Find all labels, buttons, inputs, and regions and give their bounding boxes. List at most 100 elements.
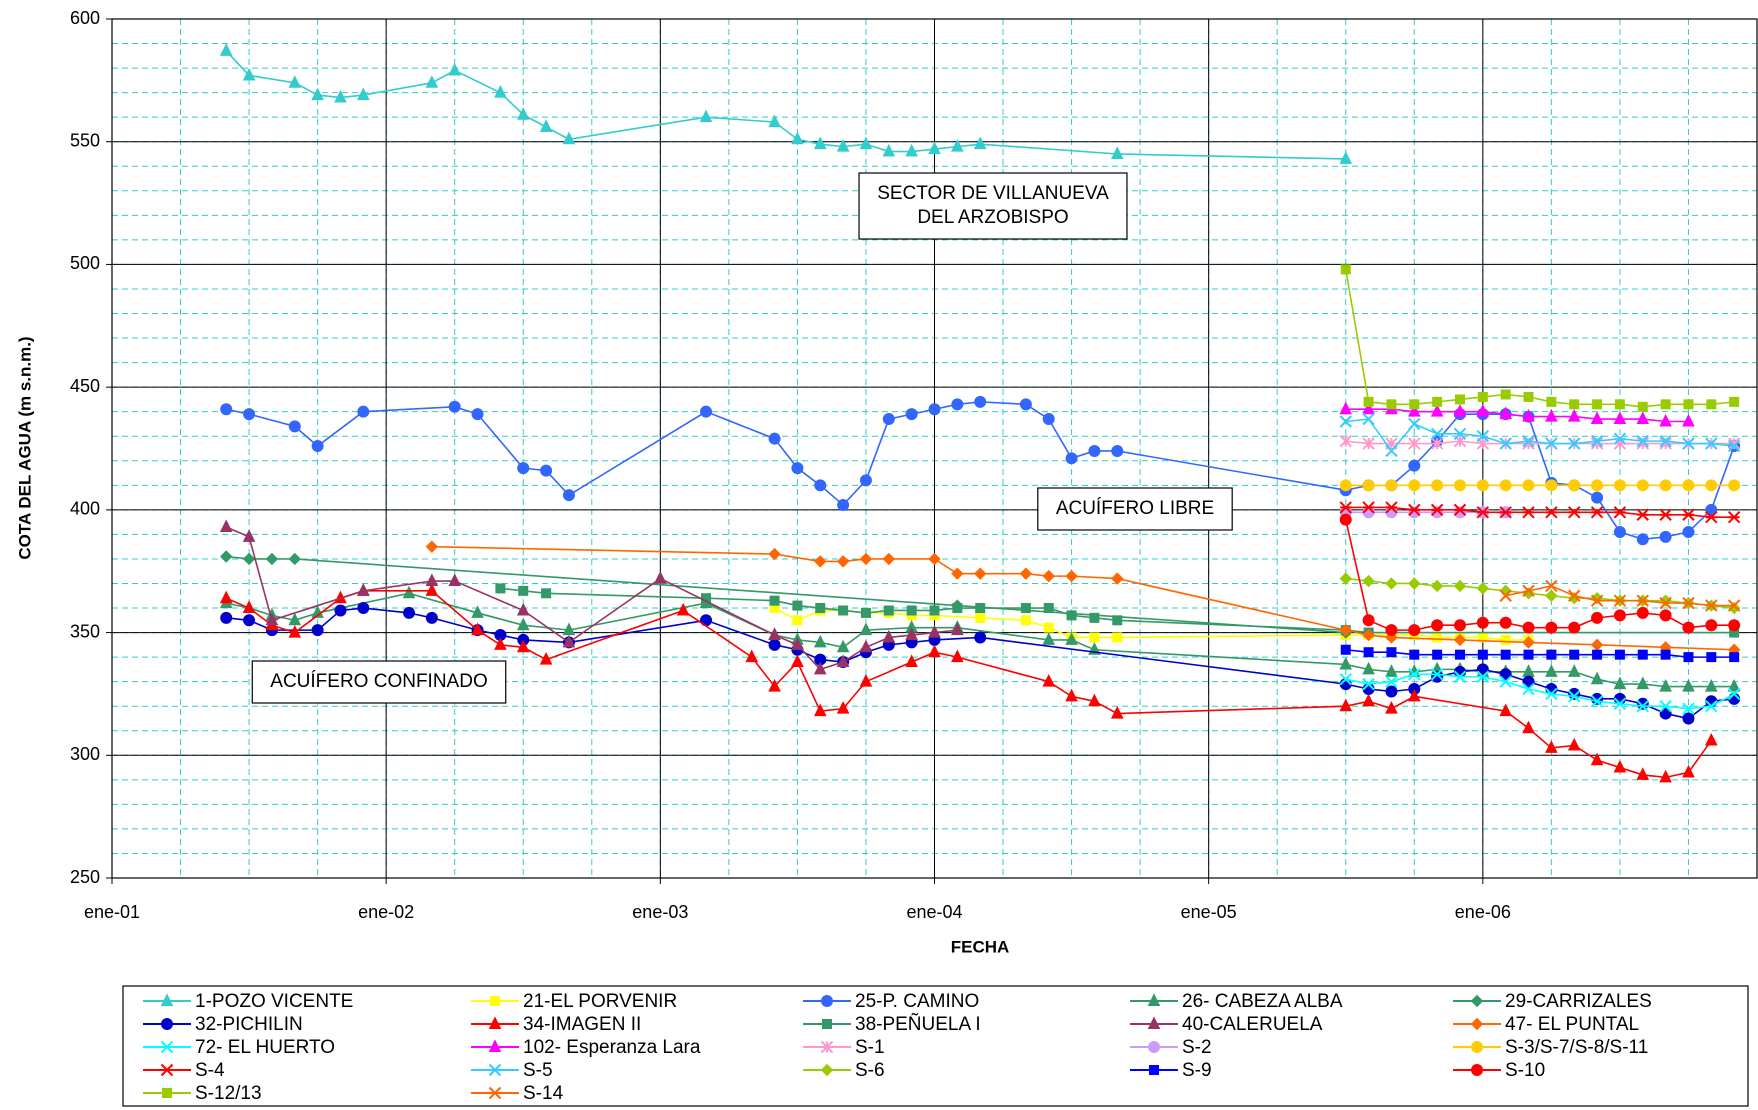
point xyxy=(1682,702,1695,715)
point xyxy=(1476,663,1489,676)
point xyxy=(1522,479,1535,492)
legend-marker xyxy=(488,1039,502,1052)
point xyxy=(815,603,826,614)
point xyxy=(1111,572,1124,585)
point xyxy=(1706,399,1717,410)
point xyxy=(699,109,713,123)
point xyxy=(425,75,439,88)
point xyxy=(1659,434,1672,448)
point xyxy=(1499,668,1512,681)
annotation-text: ACUÍFERO CONFINADO xyxy=(270,671,487,692)
series-line xyxy=(1345,418,1735,453)
point xyxy=(1453,427,1467,440)
x-tick-label: ene-06 xyxy=(1455,902,1511,922)
point xyxy=(768,547,781,561)
point xyxy=(219,590,233,604)
point xyxy=(792,600,803,611)
series xyxy=(1499,579,1741,612)
point xyxy=(768,678,781,692)
point xyxy=(448,400,461,413)
series xyxy=(219,43,1353,164)
point xyxy=(1407,404,1421,417)
series xyxy=(1339,412,1741,458)
point xyxy=(242,67,256,81)
point xyxy=(243,408,256,421)
x-tick-label: ene-01 xyxy=(84,902,140,922)
point xyxy=(1408,459,1421,472)
point xyxy=(516,107,530,120)
point xyxy=(1523,649,1534,660)
point xyxy=(1386,647,1397,658)
point xyxy=(540,464,553,477)
legend-marker xyxy=(160,993,174,1006)
point xyxy=(1545,664,1558,677)
point xyxy=(1727,599,1741,612)
point xyxy=(1500,634,1511,645)
point xyxy=(928,644,941,658)
series xyxy=(1339,572,1741,615)
point xyxy=(1476,479,1489,492)
point xyxy=(974,631,987,644)
point xyxy=(1362,628,1375,642)
point xyxy=(1453,503,1467,517)
point xyxy=(1385,701,1398,714)
point xyxy=(882,143,896,157)
point xyxy=(1042,413,1055,426)
point xyxy=(1409,649,1420,660)
point xyxy=(1705,511,1718,524)
point xyxy=(1408,417,1421,431)
legend-label: 29-CARRIZALES xyxy=(1505,991,1652,1012)
point xyxy=(1590,695,1604,708)
point xyxy=(859,474,872,487)
point xyxy=(1568,437,1581,450)
point xyxy=(1614,399,1625,410)
point xyxy=(1112,615,1123,626)
point xyxy=(792,615,803,626)
y-tick-label: 450 xyxy=(70,376,100,396)
point xyxy=(1637,401,1648,412)
point xyxy=(859,552,873,566)
point xyxy=(1499,616,1512,629)
point xyxy=(813,634,827,648)
legend-label: S-10 xyxy=(1505,1060,1545,1081)
point xyxy=(1453,633,1467,647)
point xyxy=(951,139,964,152)
point xyxy=(1499,703,1512,717)
point xyxy=(1590,638,1604,652)
legend-marker xyxy=(820,1040,834,1054)
point xyxy=(1408,577,1421,590)
point xyxy=(1659,707,1672,720)
point xyxy=(928,403,941,416)
point xyxy=(541,588,552,599)
point xyxy=(219,519,233,533)
point xyxy=(1613,506,1627,519)
point xyxy=(1727,439,1741,453)
point xyxy=(1545,687,1558,701)
point xyxy=(929,605,940,616)
point xyxy=(1728,479,1741,492)
point xyxy=(494,85,507,98)
legend-label: S-4 xyxy=(195,1060,225,1081)
point xyxy=(562,489,575,502)
point xyxy=(562,634,576,648)
point xyxy=(1613,525,1626,538)
point xyxy=(1683,652,1694,663)
point xyxy=(1682,437,1695,450)
point xyxy=(905,143,918,157)
point xyxy=(1705,479,1718,492)
legend-marker xyxy=(488,1086,502,1100)
point xyxy=(1385,675,1398,688)
point xyxy=(859,136,873,150)
point xyxy=(1613,697,1627,710)
legend-marker xyxy=(821,995,833,1007)
point xyxy=(973,567,987,580)
point xyxy=(860,607,871,618)
legend-label: S-5 xyxy=(523,1060,553,1081)
point xyxy=(928,624,941,638)
point xyxy=(791,462,804,475)
legend-label: 32-PICHILIN xyxy=(195,1014,303,1035)
series-line xyxy=(1345,673,1735,710)
point xyxy=(1659,479,1672,492)
point xyxy=(1043,622,1054,633)
series xyxy=(1339,501,1741,524)
